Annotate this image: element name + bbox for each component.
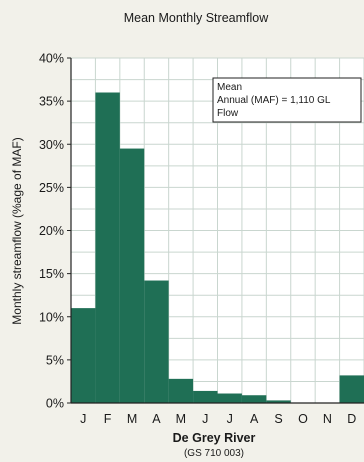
bar-2 bbox=[119, 148, 145, 403]
chart-title: Mean Monthly Streamflow bbox=[124, 11, 269, 25]
annotation-box: Mean Annual (MAF) = 1,110 GL Flow bbox=[212, 77, 362, 123]
bar-7 bbox=[241, 395, 267, 403]
bar-6 bbox=[217, 393, 242, 403]
x-tick-label: M bbox=[127, 412, 137, 426]
x-axis-label: De Grey River bbox=[173, 431, 256, 445]
x-tick-label: J bbox=[227, 412, 233, 426]
x-tick-label: N bbox=[323, 412, 332, 426]
bars bbox=[71, 92, 364, 403]
bar-11 bbox=[339, 375, 364, 403]
bar-4 bbox=[168, 378, 194, 403]
y-tick-label: 30% bbox=[39, 138, 64, 152]
x-axis-sublabel: (GS 710 003) bbox=[184, 448, 244, 459]
y-tick-label: 10% bbox=[39, 310, 64, 324]
x-tick-label: A bbox=[250, 412, 259, 426]
y-axis-label: Monthly streamflow (%age of MAF) bbox=[10, 137, 24, 324]
y-tick-label: 25% bbox=[39, 181, 64, 195]
y-tick-label: 20% bbox=[39, 224, 64, 238]
annotation-line-2: Annual (MAF) = 1,110 GL bbox=[217, 95, 331, 106]
x-tick-label: J bbox=[80, 412, 86, 426]
bar-8 bbox=[266, 400, 291, 403]
y-tick-label: 35% bbox=[39, 95, 64, 109]
y-tick-label: 15% bbox=[39, 267, 64, 281]
y-tick-label: 0% bbox=[46, 397, 64, 411]
bar-0 bbox=[71, 308, 96, 403]
y-axis-ticks: 0% 5% 10% 15% 20% 25% 30% 35% 40% bbox=[39, 52, 71, 411]
annotation-line-1: Mean bbox=[217, 82, 242, 93]
x-tick-label: S bbox=[274, 412, 282, 426]
x-tick-label: F bbox=[104, 412, 112, 426]
bar-5 bbox=[193, 390, 218, 403]
y-tick-label: 40% bbox=[39, 52, 64, 66]
x-tick-label: O bbox=[298, 412, 308, 426]
annotation-line-3: Flow bbox=[217, 108, 239, 119]
bar-1 bbox=[95, 92, 120, 403]
bar-3 bbox=[144, 280, 169, 403]
x-tick-label: A bbox=[152, 412, 161, 426]
x-tick-label: J bbox=[202, 412, 208, 426]
x-tick-label: M bbox=[176, 412, 186, 426]
y-tick-label: 5% bbox=[46, 353, 64, 367]
x-tick-label: D bbox=[347, 412, 356, 426]
